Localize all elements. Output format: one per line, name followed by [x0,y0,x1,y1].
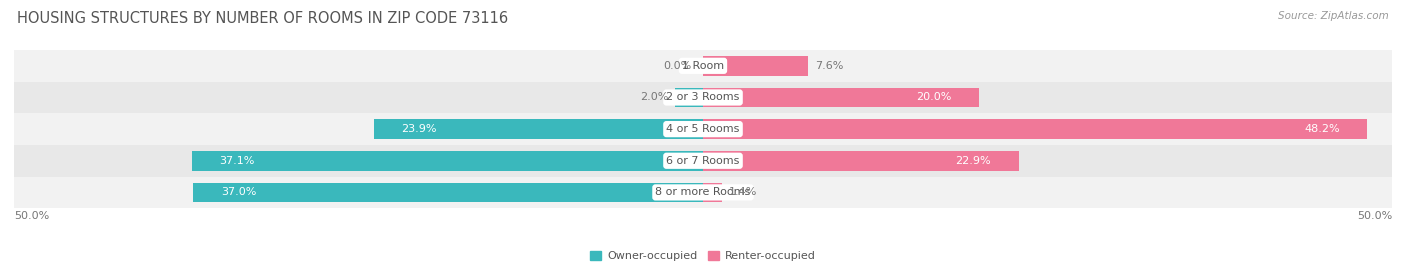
Text: HOUSING STRUCTURES BY NUMBER OF ROOMS IN ZIP CODE 73116: HOUSING STRUCTURES BY NUMBER OF ROOMS IN… [17,11,508,26]
Bar [703,183,723,202]
Bar [703,119,1367,139]
Text: 6 or 7 Rooms: 6 or 7 Rooms [666,156,740,166]
Bar [675,88,703,107]
Bar [374,119,703,139]
Bar [193,183,703,202]
Text: 2.0%: 2.0% [640,93,669,102]
Bar [703,88,979,107]
Bar [191,151,703,171]
Text: 4 or 5 Rooms: 4 or 5 Rooms [666,124,740,134]
Bar [703,56,807,76]
Text: 37.1%: 37.1% [219,156,254,166]
Text: 37.0%: 37.0% [221,187,256,197]
Text: 20.0%: 20.0% [915,93,950,102]
Legend: Owner-occupied, Renter-occupied: Owner-occupied, Renter-occupied [586,246,820,266]
Bar [14,176,1392,208]
Text: 2 or 3 Rooms: 2 or 3 Rooms [666,93,740,102]
Text: 50.0%: 50.0% [14,211,49,221]
Text: 22.9%: 22.9% [955,156,991,166]
Text: 48.2%: 48.2% [1303,124,1340,134]
Bar [14,50,1392,82]
Text: Source: ZipAtlas.com: Source: ZipAtlas.com [1278,11,1389,21]
Bar [14,113,1392,145]
Bar [703,151,1018,171]
Text: 50.0%: 50.0% [1357,211,1392,221]
Text: 0.0%: 0.0% [664,61,692,71]
Text: 1.4%: 1.4% [730,187,758,197]
Text: 8 or more Rooms: 8 or more Rooms [655,187,751,197]
Text: 23.9%: 23.9% [401,124,437,134]
Text: 7.6%: 7.6% [814,61,844,71]
Bar [14,82,1392,113]
Bar [14,145,1392,176]
Text: 1 Room: 1 Room [682,61,724,71]
